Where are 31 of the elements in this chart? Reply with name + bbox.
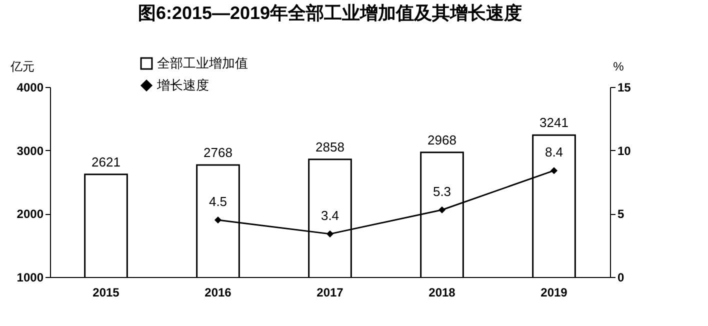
legend-label: 增长速度 [156,78,209,92]
data-label: 2768 [204,145,232,160]
x-tick-label: 2019 [540,286,568,300]
point [214,216,222,224]
y2-tick-label: 5 [618,207,624,222]
data-label: 2968 [428,132,456,148]
y-tick-label: 1000 [16,270,44,284]
data-label: 3241 [540,115,568,130]
y-tick-label: 4000 [16,80,44,94]
y-axis-title: 亿元 [10,60,34,74]
data-label: 5.3 [432,184,452,199]
x-tick-label: 2017 [316,286,344,300]
data-label: 4.5 [208,194,228,209]
y-tick-label: 3000 [16,144,44,158]
x-tick-label: 2015 [92,286,120,300]
point [550,167,558,174]
point [438,206,446,214]
y-tick-label: 2000 [16,207,44,222]
data-label: 2621 [92,154,120,170]
y2-axis-title: % [613,60,624,74]
data-label: 8.4 [544,144,564,160]
data-label: 3.4 [320,208,340,223]
point [326,230,334,238]
y2-tick-label: 0 [618,270,624,284]
y2-tick-label: 15 [618,80,632,94]
x-tick-label: 2018 [428,286,456,300]
data-label: 2858 [316,139,344,154]
x-tick-label: 2016 [204,286,232,300]
chart-title: 图6:2015—2019年全部工业增加值及其增长速度 [138,3,522,23]
y2-tick-label: 10 [618,144,632,158]
legend-label: 全部工业增加值 [157,56,248,70]
